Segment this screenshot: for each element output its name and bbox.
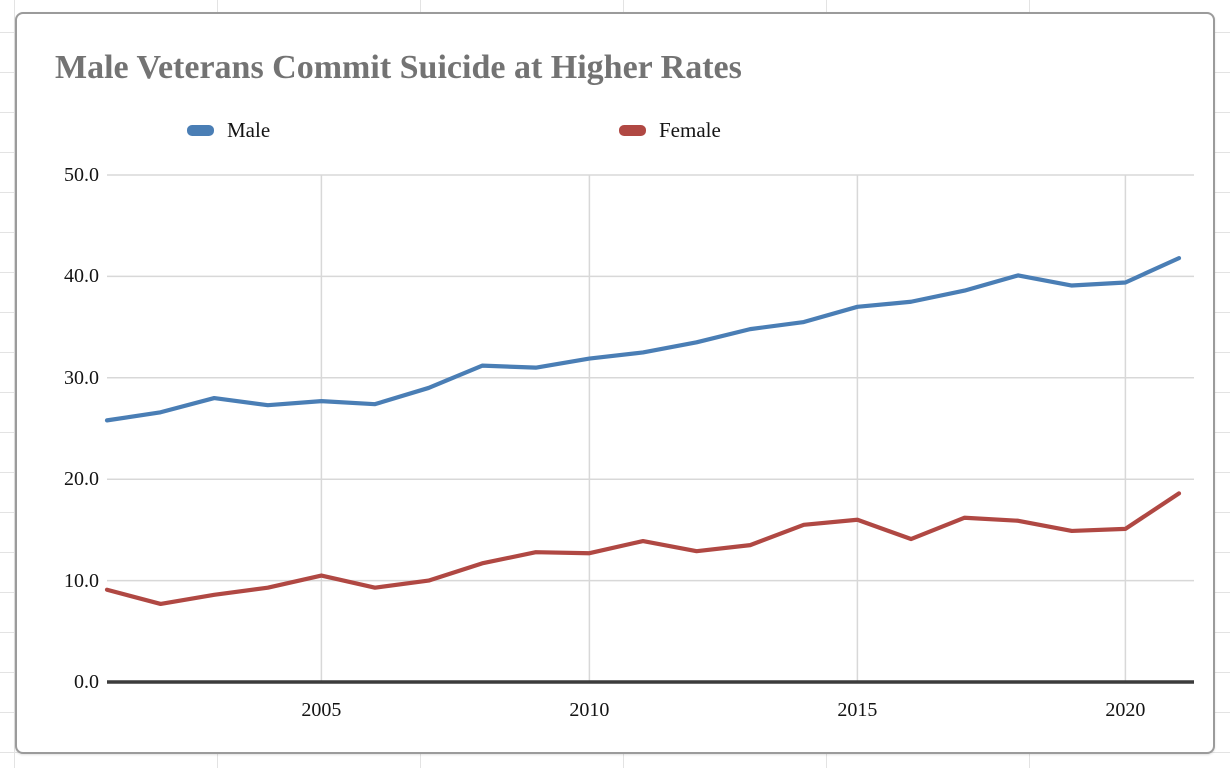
- y-tick-label: 10.0: [64, 569, 99, 592]
- line-chart-plot-area: [104, 174, 1194, 684]
- chart-card[interactable]: Male Veterans Commit Suicide at Higher R…: [15, 12, 1215, 754]
- legend-label-male: Male: [227, 117, 271, 142]
- x-tick-label: 2020: [1105, 699, 1146, 721]
- chart-title: Male Veterans Commit Suicide at Higher R…: [55, 49, 742, 86]
- legend-item-female: Female: [619, 117, 721, 143]
- legend-item-male: Male: [187, 117, 270, 143]
- female-series-swatch-icon: [619, 124, 646, 136]
- female-series-line: [104, 491, 1182, 607]
- x-tick-label: 2005: [301, 699, 342, 721]
- y-tick-label: 40.0: [64, 265, 99, 288]
- male-series-swatch-icon: [187, 124, 214, 136]
- y-tick-label: 20.0: [64, 468, 99, 491]
- y-tick-label: 50.0: [64, 164, 99, 186]
- x-tick-label: 2010: [569, 699, 610, 721]
- y-tick-label: 30.0: [64, 366, 99, 389]
- legend-label-female: Female: [659, 117, 721, 142]
- male-series-line: [104, 256, 1182, 423]
- y-tick-label: 0.0: [74, 671, 99, 693]
- chart-legend: Male Female: [17, 117, 1213, 145]
- x-tick-label: 2015: [837, 699, 878, 721]
